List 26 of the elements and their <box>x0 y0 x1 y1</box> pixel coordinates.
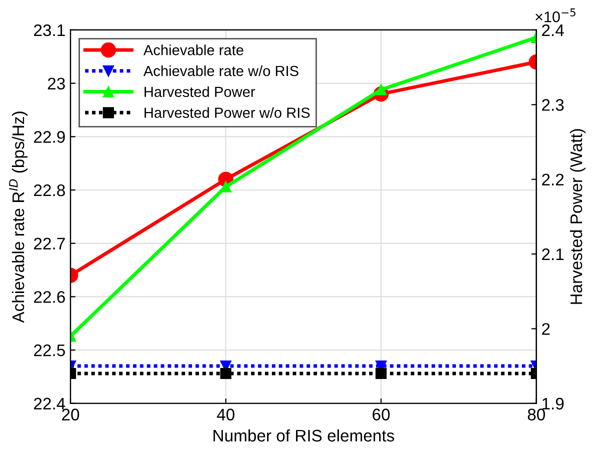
y2-tick-label: 2.2 <box>542 174 564 186</box>
legend-label: Achievable rate <box>143 44 244 56</box>
y-tick-label: 22.4 <box>34 398 66 410</box>
y-tick-label: 23 <box>48 78 65 90</box>
x-tick-label: 80 <box>528 408 545 420</box>
legend-label: Achievable rate w/o RIS <box>143 65 298 76</box>
y-tick-label: 22.7 <box>34 238 65 250</box>
legend-label: Harvested Power w/o RIS <box>144 107 310 118</box>
y2-tick-label: 2 <box>542 323 550 335</box>
y-tick-label: 22.5 <box>34 344 65 356</box>
y-tick-label: 22.8 <box>34 184 65 196</box>
x-tick-label: 20 <box>62 408 80 420</box>
text: ×10$^{−5}$ <box>536 8 576 22</box>
x-tick-label: 60 <box>372 408 390 420</box>
y2-tick-label: 2.3 <box>542 99 564 111</box>
y-tick-label: 22.9 <box>34 131 65 143</box>
y2-tick-label: 1.9 <box>542 398 564 410</box>
x-axis-title: Number of RIS elements <box>214 429 394 442</box>
legend-label: Harvested Power <box>144 86 256 98</box>
y-axis-title: Achievable rate R$^{ID}$ (bps/Hz) <box>9 112 28 323</box>
y2-tick-label: 2.4 <box>542 24 564 36</box>
x-tick-label: 40 <box>216 408 234 420</box>
y2-tick-label: 2.1 <box>542 248 564 260</box>
y-tick-label: 22.6 <box>34 291 65 303</box>
y-tick-label: 23.1 <box>34 24 65 36</box>
y2-axis-title: Harvested Power (Watt) <box>570 129 586 304</box>
